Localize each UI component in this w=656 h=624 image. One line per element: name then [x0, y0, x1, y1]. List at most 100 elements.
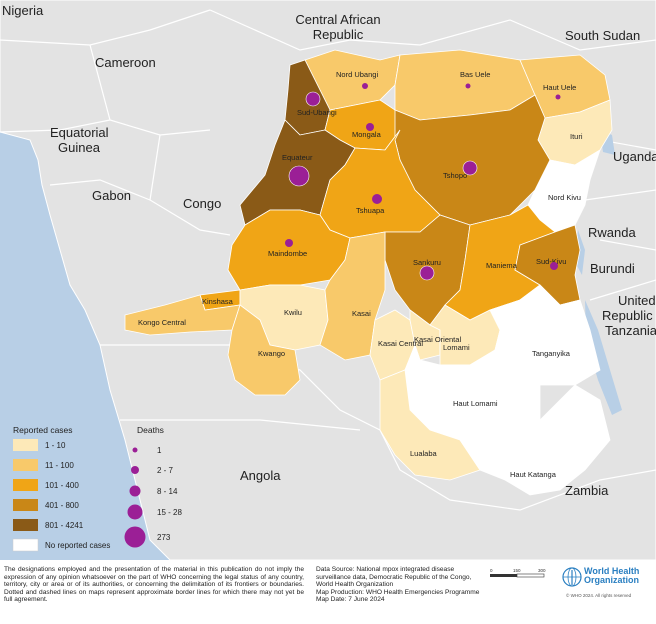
death-bubble-sud-kivu	[550, 262, 558, 270]
label-eq-guinea-1: Equatorial	[50, 125, 109, 140]
legend-label: 273	[157, 533, 171, 542]
legend-swatch	[12, 538, 39, 552]
death-bubble-bas-uele	[465, 83, 471, 89]
legend: Reported cases 1 - 10 11 - 100 101 - 400…	[12, 425, 182, 552]
death-bubble-tshuapa	[372, 194, 382, 204]
prov-label: Kwilu	[284, 308, 302, 317]
who-name: World Health Organization	[584, 567, 639, 585]
prov-label: Lomami	[443, 343, 470, 352]
scale-label-150: 150	[513, 568, 521, 573]
legend-swatch	[13, 479, 38, 491]
legend-label: 801 - 4241	[45, 521, 84, 530]
prov-label: Kasai Oriental	[414, 335, 461, 344]
country-labels: Nigeria Central African Republic South S…	[2, 3, 656, 498]
scale-bar: 0 150 300	[490, 568, 546, 578]
scale-label-0: 0	[490, 568, 493, 573]
prov-label: Bas Uele	[460, 70, 490, 79]
who-name-line2: Organization	[584, 575, 640, 585]
prov-label: Haut Lomami	[453, 399, 498, 408]
label-tanzania-1: United	[618, 293, 656, 308]
label-nigeria: Nigeria	[2, 3, 44, 18]
map-date-text: Map Date: 7 June 2024	[316, 596, 385, 604]
death-bubble-sankuru	[419, 265, 435, 281]
legend-bubble	[127, 504, 143, 520]
prov-label: Tshuapa	[356, 206, 385, 215]
legend-label: 8 - 14	[157, 487, 178, 496]
data-source-text: Data Source: National mpox integrated di…	[316, 566, 472, 589]
legend-label: 1 - 10	[45, 441, 66, 450]
legend-swatch	[13, 499, 38, 511]
death-bubble-equateur	[288, 165, 310, 187]
legend-deaths-group: 1 2 - 7 8 - 14 15 - 28 273	[124, 446, 182, 548]
label-zambia: Zambia	[565, 483, 609, 498]
label-tanzania-2: Republic of	[602, 308, 656, 323]
death-bubble-haut-uele	[555, 94, 561, 100]
legend-swatch	[13, 439, 38, 451]
prov-label: Kasai Central	[378, 339, 423, 348]
prov-label: Nord Kivu	[548, 193, 581, 202]
label-congo: Congo	[183, 196, 221, 211]
legend-deaths-title: Deaths	[137, 425, 164, 435]
prov-label: Sud-Kivu	[536, 257, 566, 266]
drc-provinces	[124, 49, 613, 496]
disclaimer-text: The designations employed and the presen…	[4, 566, 304, 604]
prov-label: Haut Katanga	[510, 470, 557, 479]
prov-label: Maindombe	[268, 249, 307, 258]
label-tanzania-3: Tanzania	[605, 323, 656, 338]
prov-label: Nord Ubangi	[336, 70, 378, 79]
label-south-sudan: South Sudan	[565, 28, 640, 43]
legend-cases-group: 1 - 10 11 - 100 101 - 400 401 - 800 801 …	[12, 439, 110, 552]
legend-cases-title: Reported cases	[13, 425, 73, 435]
death-bubble-sud-ubangi	[305, 91, 321, 107]
legend-bubble	[132, 447, 138, 453]
label-rwanda: Rwanda	[588, 225, 636, 240]
legend-bubble	[131, 466, 139, 474]
prov-label: Kasai	[352, 309, 371, 318]
legend-label: 101 - 400	[45, 481, 79, 490]
map-production-text: Map Production: WHO Health Emergencies P…	[316, 588, 480, 596]
prov-label: Kwango	[258, 349, 285, 358]
label-burundi: Burundi	[590, 261, 635, 276]
province-haut-katanga	[459, 384, 611, 496]
province-kasai	[319, 231, 386, 361]
lake-tanganyika	[585, 300, 622, 415]
label-car-2: Republic	[313, 27, 364, 42]
prov-label: Maniema	[486, 261, 518, 270]
label-angola: Angola	[240, 468, 281, 483]
death-bubble-mongala	[366, 123, 374, 131]
label-uganda: Uganda	[613, 149, 656, 164]
death-bubble-tshopo	[462, 160, 478, 176]
prov-label: Kongo Central	[138, 318, 186, 327]
label-eq-guinea-2: Guinea	[58, 140, 101, 155]
who-name-line1: World Health	[584, 566, 640, 576]
label-cameroon: Cameroon	[95, 55, 156, 70]
death-bubbles	[285, 83, 561, 281]
legend-label: 1	[157, 446, 162, 455]
legend-bubble	[124, 526, 146, 548]
prov-label: Ituri	[570, 132, 583, 141]
who-copyright: © WHO 2024. All rights reserved	[566, 593, 632, 598]
scale-label-300: 300	[538, 568, 546, 573]
death-bubble-maindombe	[285, 239, 293, 247]
legend-label: 401 - 800	[45, 501, 79, 510]
neighbour-borders	[0, 9, 656, 511]
prov-label: Haut Uele	[543, 83, 576, 92]
legend-label: No reported cases	[45, 541, 110, 550]
prov-label: Equateur	[282, 153, 313, 162]
who-emblem-icon	[562, 567, 582, 587]
map-canvas: Nigeria Central African Republic South S…	[0, 0, 656, 560]
legend-bubble	[129, 485, 141, 497]
legend-label: 2 - 7	[157, 466, 174, 475]
death-bubble-nord-ubangi	[362, 83, 368, 89]
legend-swatch	[13, 519, 38, 531]
prov-label: Lualaba	[410, 449, 438, 458]
prov-label: Sud-Ubangi	[297, 108, 337, 117]
label-gabon: Gabon	[92, 188, 131, 203]
province-kwango	[227, 304, 301, 396]
legend-swatch	[13, 459, 38, 471]
prov-label: Mongala	[352, 130, 382, 139]
prov-label: Tshopo	[443, 171, 467, 180]
data-source-block: Data Source: National mpox integrated di…	[316, 566, 484, 604]
prov-label: Tanganyika	[532, 349, 571, 358]
